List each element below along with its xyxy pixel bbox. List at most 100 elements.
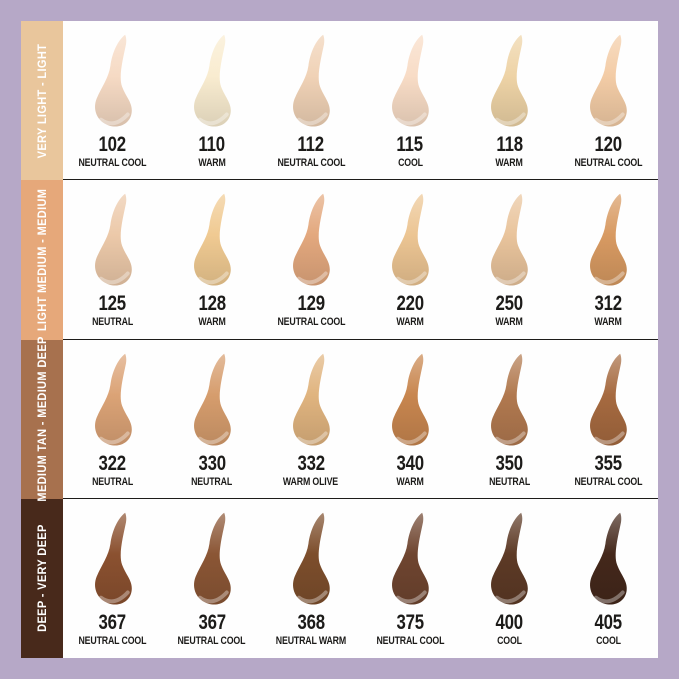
shade-cell: 322 NEUTRAL: [63, 340, 162, 498]
swatch-smear-icon: [292, 193, 330, 286]
swatch-smear-icon: [491, 512, 529, 605]
shade-cell: 102 NEUTRAL COOL: [63, 21, 162, 179]
shade-cell: 330 NEUTRAL: [162, 340, 261, 498]
shade-cell: 375 NEUTRAL COOL: [360, 499, 459, 658]
shade-undertone: NEUTRAL COOL: [276, 316, 345, 329]
shade-code: 332: [297, 451, 325, 475]
shade-code: 112: [297, 133, 325, 156]
shade-code: 220: [396, 292, 424, 316]
shade-code: 115: [396, 133, 424, 156]
shade-code: 250: [495, 292, 524, 316]
swatch-smear-icon: [94, 34, 132, 127]
shade-undertone: NEUTRAL COOL: [78, 157, 147, 170]
shade-code: 405: [594, 610, 623, 634]
shade-undertone: NEUTRAL COOL: [574, 475, 643, 488]
shade-undertone: WARM: [495, 316, 523, 329]
shade-undertone: COOL: [397, 157, 423, 170]
swatch-smear-icon: [590, 34, 628, 127]
swatch-smear-icon: [491, 34, 529, 127]
shade-cell: 350 NEUTRAL: [460, 340, 559, 498]
shade-cell: 115 COOL: [360, 21, 459, 179]
shade-cell: 400 COOL: [460, 499, 559, 658]
range-label: LIGHT MEDIUM - MEDIUM: [35, 188, 49, 332]
swatch-smear-icon: [292, 512, 330, 605]
shade-cell: 125 NEUTRAL: [63, 180, 162, 338]
shade-undertone: NEUTRAL: [92, 316, 134, 329]
shade-undertone: COOL: [496, 634, 522, 647]
range-bar: DEEP - VERY DEEP: [21, 498, 63, 658]
range-label: DEEP - VERY DEEP: [35, 524, 49, 633]
swatch-smear-icon: [491, 193, 529, 286]
chart-panel: VERY LIGHT - LIGHT 102 NEUTRAL COOL: [21, 21, 658, 658]
shade-undertone: NEUTRAL COOL: [78, 634, 147, 647]
shade-cell: 368 NEUTRAL WARM: [261, 499, 360, 658]
shade-cell: 120 NEUTRAL COOL: [559, 21, 658, 179]
range-label: VERY LIGHT - LIGHT: [35, 43, 49, 158]
shade-code: 322: [98, 451, 127, 475]
shade-undertone: NEUTRAL: [92, 475, 134, 488]
shade-rows: VERY LIGHT - LIGHT 102 NEUTRAL COOL: [21, 21, 658, 658]
shade-code: 367: [197, 610, 226, 634]
shade-undertone: WARM: [198, 157, 226, 170]
swatch-smear-icon: [590, 353, 628, 446]
shade-code: 129: [297, 292, 325, 316]
swatch-smear-icon: [193, 34, 231, 127]
swatch-smear-icon: [193, 512, 231, 605]
swatch-smear-icon: [94, 193, 132, 286]
shade-undertone: WARM: [396, 316, 424, 329]
shade-cell: 250 WARM: [460, 180, 559, 338]
shade-undertone: NEUTRAL COOL: [376, 634, 444, 647]
shade-code: 125: [98, 292, 127, 316]
shade-code: 368: [297, 610, 325, 634]
shade-code: 312: [594, 292, 623, 316]
shade-cell: 220 WARM: [360, 180, 459, 338]
shade-cells: 125 NEUTRAL 128 WARM: [63, 180, 658, 340]
shade-code: 128: [197, 292, 226, 316]
shade-undertone: WARM OLIVE: [283, 475, 339, 488]
shade-cells: 322 NEUTRAL 330 NEUTRAL: [63, 340, 658, 499]
shade-undertone: WARM: [495, 157, 523, 170]
shade-cell: 367 NEUTRAL COOL: [162, 499, 261, 658]
shade-cell: 129 NEUTRAL COOL: [261, 180, 360, 338]
shade-undertone: COOL: [596, 634, 621, 647]
swatch-smear-icon: [392, 34, 429, 127]
range-bar: LIGHT MEDIUM - MEDIUM: [21, 180, 63, 340]
shade-cells: 367 NEUTRAL COOL 367 NEUTRAL COOL: [63, 499, 658, 658]
swatch-smear-icon: [292, 353, 330, 446]
shade-cell: 312 WARM: [559, 180, 658, 338]
shade-code: 110: [198, 133, 226, 156]
shade-code: 118: [495, 133, 523, 156]
shade-undertone: NEUTRAL WARM: [275, 634, 347, 647]
shade-cell: 110 WARM: [162, 21, 261, 179]
shade-code: 102: [98, 133, 127, 156]
shade-undertone: NEUTRAL COOL: [276, 157, 345, 170]
shade-undertone: NEUTRAL: [488, 475, 530, 488]
shade-cells: 102 NEUTRAL COOL 110 WARM: [63, 21, 658, 181]
shade-code: 120: [594, 133, 623, 156]
shade-row: DEEP - VERY DEEP 367 NEUTRAL COOL: [21, 498, 658, 658]
swatch-smear-icon: [292, 34, 330, 127]
range-label: MEDIUM TAN - MEDIUM DEEP: [35, 336, 49, 502]
swatch-smear-icon: [94, 353, 132, 446]
shade-code: 355: [594, 451, 623, 475]
shade-cell: 367 NEUTRAL COOL: [63, 499, 162, 658]
swatch-smear-icon: [491, 353, 529, 446]
shade-cell: 405 COOL: [559, 499, 658, 658]
shade-code: 340: [396, 451, 424, 475]
shade-cell: 128 WARM: [162, 180, 261, 338]
shade-undertone: NEUTRAL COOL: [574, 157, 643, 170]
shade-row: MEDIUM TAN - MEDIUM DEEP 322 NEUTRAL: [21, 336, 658, 502]
swatch-smear-icon: [392, 193, 429, 286]
shade-undertone: WARM: [198, 316, 226, 329]
swatch-smear-icon: [193, 193, 231, 286]
shade-code: 367: [98, 610, 127, 634]
shade-undertone: NEUTRAL COOL: [177, 634, 246, 647]
shade-code: 350: [495, 451, 524, 475]
shade-undertone: WARM: [594, 316, 623, 329]
shade-code: 375: [396, 610, 424, 634]
shade-undertone: WARM: [396, 475, 424, 488]
swatch-smear-icon: [590, 512, 628, 605]
shade-code: 330: [197, 451, 226, 475]
shade-cell: 332 WARM OLIVE: [261, 340, 360, 498]
